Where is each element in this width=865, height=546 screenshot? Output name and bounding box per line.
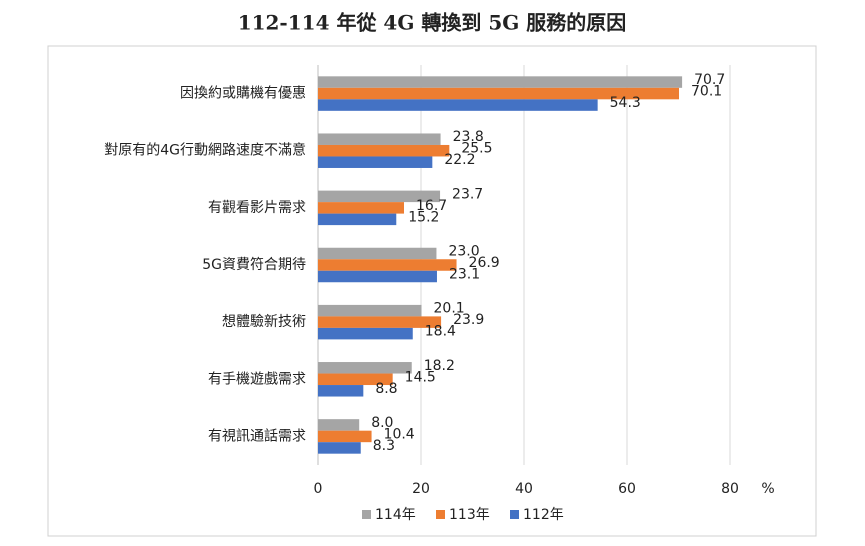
bar (318, 259, 457, 271)
bar (318, 87, 680, 100)
bar (318, 327, 413, 340)
legend-swatch (436, 510, 445, 519)
value-label: 23.7 (452, 186, 483, 202)
y-tick-label: 有視訊通話需求 (208, 427, 306, 444)
bar (318, 442, 361, 454)
value-label: 23.9 (453, 312, 484, 328)
value-label: 23.0 (448, 244, 479, 260)
bar (318, 247, 437, 260)
bar (318, 373, 393, 386)
value-label: 23.8 (453, 129, 484, 145)
bar (318, 304, 422, 317)
value-label: 54.3 (610, 95, 641, 111)
bar (318, 213, 397, 226)
x-tick-label: 80 (721, 481, 739, 497)
value-label: 15.2 (408, 209, 439, 225)
chart-frame (47, 45, 817, 537)
bar (318, 362, 412, 374)
bar (318, 385, 364, 397)
legend-swatch (510, 510, 519, 519)
value-label: 8.0 (371, 415, 393, 431)
x-tick-label: 40 (515, 481, 533, 497)
value-label: 16.7 (416, 198, 447, 214)
legend-label: 112年 (523, 507, 564, 523)
bar (318, 419, 360, 431)
bar (318, 316, 442, 328)
bar (318, 430, 372, 443)
value-label: 70.7 (694, 72, 725, 88)
bar (318, 99, 598, 111)
legend-swatch (362, 510, 371, 519)
y-tick-label: 有手機遊戲需求 (208, 371, 306, 387)
y-tick-label: 5G資費符合期待 (202, 257, 306, 273)
legend-label: 114年 (375, 507, 416, 523)
bar (318, 270, 437, 283)
legend-label: 113年 (449, 507, 490, 523)
chart-title: 112-114 年從 4G 轉換到 5G 服務的原因 (238, 11, 627, 35)
value-label: 23.1 (449, 267, 480, 283)
value-label: 70.1 (691, 84, 722, 100)
value-label: 8.8 (375, 381, 397, 397)
value-label: 8.3 (373, 438, 395, 454)
value-label: 14.5 (405, 369, 436, 385)
bar (318, 133, 441, 145)
x-tick-label: 20 (412, 481, 430, 497)
y-tick-label: 有觀看影片需求 (208, 200, 306, 216)
value-label: 22.2 (444, 152, 475, 168)
value-label: 10.4 (384, 426, 415, 442)
value-label: 18.4 (425, 324, 456, 340)
bar (318, 190, 441, 203)
value-label: 25.5 (461, 141, 492, 157)
value-label: 26.9 (469, 255, 500, 271)
y-tick-label: 想體驗新技術 (222, 314, 306, 330)
bar (318, 76, 683, 88)
y-tick-label: 對原有的4G行動網路速度不滿意 (104, 142, 306, 159)
x-axis-unit: % (761, 481, 774, 497)
x-tick-label: 0 (314, 481, 323, 497)
x-tick-label: 60 (618, 481, 636, 497)
bar (318, 202, 405, 214)
y-tick-label: 因換約或購機有優惠 (180, 86, 306, 102)
bar (318, 144, 450, 157)
value-label: 20.1 (434, 301, 465, 317)
value-label: 18.2 (424, 358, 455, 374)
bar (318, 156, 433, 168)
